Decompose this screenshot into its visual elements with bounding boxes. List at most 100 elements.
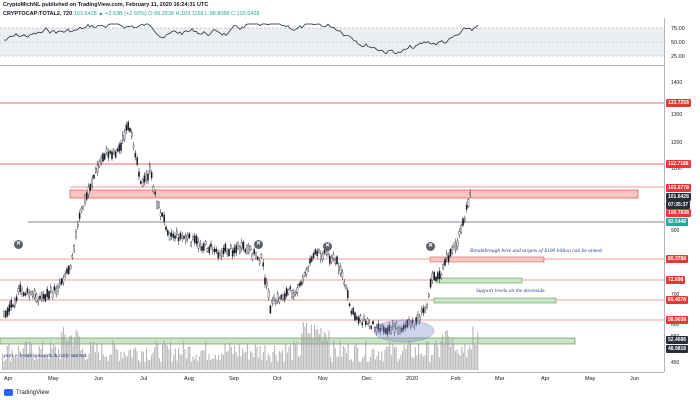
candle-body [206,248,209,252]
volume-bar [342,346,344,370]
volume-bar [424,355,426,370]
candle-body [15,296,18,301]
volume-bar [253,357,255,370]
volume-bar [338,356,340,370]
time-label: Apr [541,376,550,382]
volume-bar [125,355,127,370]
symbol-name[interactable]: CRYPTOCAP:TOTAL2, 720 [3,11,73,17]
volume-bar [126,356,128,370]
candle-body [266,281,268,287]
volume-bar [266,360,268,370]
candle-body [273,297,275,301]
rsi-axis[interactable]: 75.00 50.00 25.00 [664,18,700,66]
candle-body [73,245,75,252]
volume-bar [310,324,312,370]
volume-bar [3,361,5,370]
volume-bar [110,354,112,370]
candle-body [257,256,259,260]
candle-body [444,259,446,266]
volume-bar [477,332,479,370]
candle-body [469,192,471,195]
volume-bar [122,358,124,370]
volume-bar [450,346,452,370]
volume-bar [235,351,237,370]
candle-body [375,327,378,333]
price-axis[interactable]: 1400 1300 1200 1100 1000 900 800 700 600… [664,66,700,372]
candle-body [255,252,257,259]
candle-body [388,324,390,332]
volume-bar [198,356,200,370]
volume-bar [104,356,106,370]
candle-body [192,236,194,240]
volume-bar [386,346,388,370]
volume-bar [451,338,453,370]
close-marker-icon[interactable]: ✕ [426,242,435,251]
candle-body [316,250,318,257]
volume-bar [67,340,69,370]
volume-bar [285,344,287,370]
close-marker-icon[interactable]: ✕ [14,240,23,249]
price-badge: 103.6778 [666,184,691,192]
volume-bar [101,342,103,370]
candle-body [246,245,248,254]
time-label: Sep [229,376,239,382]
breakthrough-annotation: Breakthrough here and targets of $100 bi… [470,248,603,254]
price-badge: 58.9038 [666,316,689,324]
candle-body [248,244,250,253]
volume-bar [432,355,434,370]
volume-bar [379,360,381,370]
candle-body [152,186,155,192]
volume-bar [163,340,165,370]
volume-bar [298,357,300,370]
candle-body [327,250,329,256]
volume-bar [347,343,349,370]
volume-bar [133,349,135,370]
rsi-pane[interactable] [0,18,664,66]
candle-body [302,276,304,284]
time-label: Dec [362,376,372,382]
candle-body [3,311,5,317]
volume-bar [326,340,328,370]
candle-body [154,191,156,195]
volume-bar [149,360,151,370]
volume-bar [128,350,130,370]
volume-bar [472,326,474,370]
volume-bar [174,348,176,370]
volume-bar [242,348,244,370]
volume-bar [115,348,117,370]
volume-bar [131,357,133,370]
candle-body [87,186,90,195]
candle-body [89,184,92,191]
volume-bar [339,341,341,370]
candle-body [118,144,120,152]
volume-bar [83,353,85,370]
price-tick: 900 [671,228,680,234]
volume-bar [394,347,396,370]
volume-bar [222,355,224,370]
volume-bar [144,361,146,370]
volume-bar [62,326,64,370]
volume-bar [102,354,104,370]
close-marker-icon[interactable]: ✕ [254,240,263,249]
volume-bar [357,347,359,370]
price-chart-pane[interactable]: ✕ ✕ ✕ ✕ Breakthrough here and targets of… [0,66,664,372]
volume-bar [323,332,325,370]
volume-bar [274,346,276,370]
volume-bar [91,345,93,370]
volume-bar [216,359,218,370]
close-marker-icon[interactable]: ✕ [323,242,332,251]
tradingview-logo[interactable]: TradingView [4,389,49,396]
candle-body [377,323,380,330]
candle-body [285,288,288,297]
volume-bar [187,347,189,370]
candle-body [419,316,421,322]
volume-bar [86,358,88,370]
volume-bar [453,343,455,370]
candle-body [467,199,470,207]
time-axis[interactable]: Apr May Jun Jul Aug Sep Oct Nov Dec 2020… [0,372,664,386]
candle-body [428,294,430,297]
volume-bar [254,344,256,370]
volume-bar [330,356,332,370]
candle-body [8,304,11,312]
candle-body [78,213,81,219]
